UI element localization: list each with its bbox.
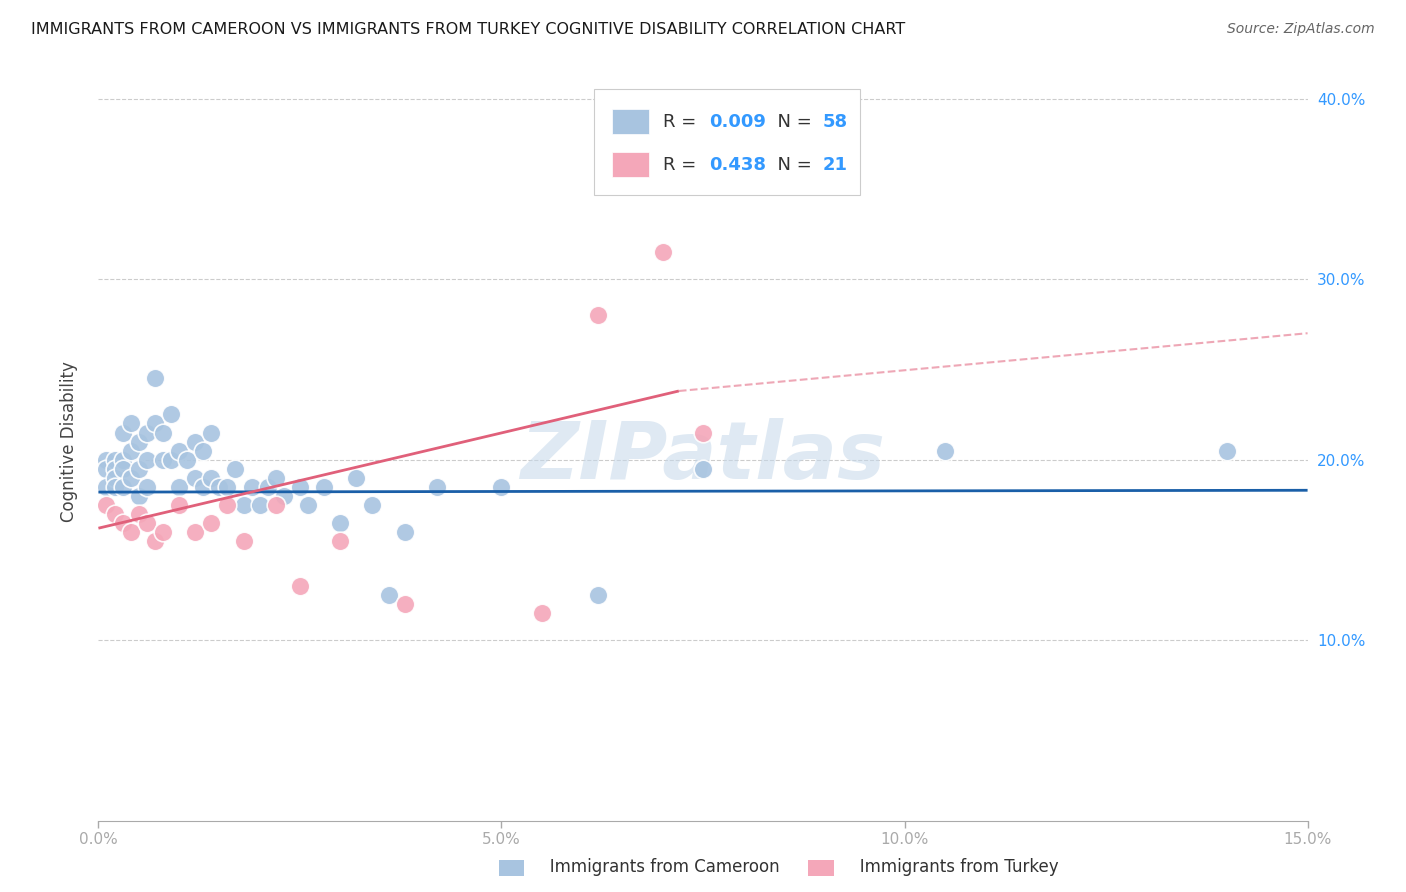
Point <box>160 408 183 422</box>
Text: ZIPatlas: ZIPatlas <box>520 417 886 496</box>
Point <box>329 516 352 530</box>
Point <box>249 498 271 512</box>
Point <box>208 480 231 494</box>
Point <box>329 533 352 548</box>
Point <box>135 480 157 494</box>
Point <box>120 443 142 458</box>
Point <box>111 452 134 467</box>
Point <box>530 606 553 620</box>
Text: 21: 21 <box>823 156 848 174</box>
Point <box>143 533 166 548</box>
Point <box>344 470 367 484</box>
Point <box>217 480 239 494</box>
Point <box>167 498 190 512</box>
Point <box>426 480 449 494</box>
Point <box>167 480 190 494</box>
Point <box>256 480 278 494</box>
Point <box>143 371 166 385</box>
Point <box>651 244 673 259</box>
Point <box>184 434 207 449</box>
Point <box>217 498 239 512</box>
Bar <box>613 109 648 134</box>
Point <box>193 480 215 494</box>
Point <box>692 461 714 475</box>
Point <box>394 524 416 539</box>
Point <box>193 443 215 458</box>
Point <box>288 579 311 593</box>
Point <box>152 452 174 467</box>
Point <box>143 417 166 431</box>
Point <box>361 498 384 512</box>
Point <box>128 434 150 449</box>
Point <box>394 597 416 611</box>
Point <box>273 489 295 503</box>
FancyBboxPatch shape <box>595 89 860 195</box>
Point <box>200 516 222 530</box>
Text: N =: N = <box>766 112 817 130</box>
Point <box>240 480 263 494</box>
Point <box>184 524 207 539</box>
Y-axis label: Cognitive Disability: Cognitive Disability <box>59 361 77 522</box>
Text: 0.009: 0.009 <box>709 112 766 130</box>
Point <box>200 425 222 440</box>
Point <box>96 498 118 512</box>
Point <box>377 588 399 602</box>
Point <box>167 443 190 458</box>
Point <box>160 452 183 467</box>
Point <box>120 470 142 484</box>
Text: IMMIGRANTS FROM CAMEROON VS IMMIGRANTS FROM TURKEY COGNITIVE DISABILITY CORRELAT: IMMIGRANTS FROM CAMEROON VS IMMIGRANTS F… <box>31 22 905 37</box>
Point <box>152 425 174 440</box>
Point <box>491 480 513 494</box>
Point <box>135 452 157 467</box>
Point <box>103 452 125 467</box>
Point <box>288 480 311 494</box>
Point <box>135 516 157 530</box>
Point <box>692 425 714 440</box>
Point <box>96 461 118 475</box>
Text: 58: 58 <box>823 112 848 130</box>
Point <box>111 425 134 440</box>
Point <box>200 470 222 484</box>
Point <box>120 417 142 431</box>
Point <box>103 470 125 484</box>
Point <box>128 461 150 475</box>
Point <box>103 507 125 521</box>
Point <box>128 507 150 521</box>
Point <box>111 516 134 530</box>
Point <box>232 498 254 512</box>
Text: N =: N = <box>766 156 817 174</box>
Point <box>152 524 174 539</box>
Point <box>1216 443 1239 458</box>
Point <box>934 443 956 458</box>
Point <box>314 480 336 494</box>
Text: 0.438: 0.438 <box>709 156 766 174</box>
Point <box>264 498 287 512</box>
Text: R =: R = <box>664 156 702 174</box>
Text: Immigrants from Turkey: Immigrants from Turkey <box>844 858 1059 876</box>
Text: Immigrants from Cameroon: Immigrants from Cameroon <box>534 858 780 876</box>
Point <box>120 524 142 539</box>
Point <box>96 452 118 467</box>
Point <box>111 480 134 494</box>
Point <box>586 308 609 322</box>
Point <box>184 470 207 484</box>
Point <box>135 425 157 440</box>
Text: R =: R = <box>664 112 702 130</box>
Point <box>297 498 319 512</box>
Point <box>111 461 134 475</box>
Point <box>103 480 125 494</box>
Point <box>128 489 150 503</box>
Point <box>96 480 118 494</box>
Bar <box>613 153 648 178</box>
Point <box>224 461 246 475</box>
Point <box>586 588 609 602</box>
Point <box>232 533 254 548</box>
Text: Source: ZipAtlas.com: Source: ZipAtlas.com <box>1227 22 1375 37</box>
Point <box>264 470 287 484</box>
Point <box>103 461 125 475</box>
Point <box>176 452 198 467</box>
